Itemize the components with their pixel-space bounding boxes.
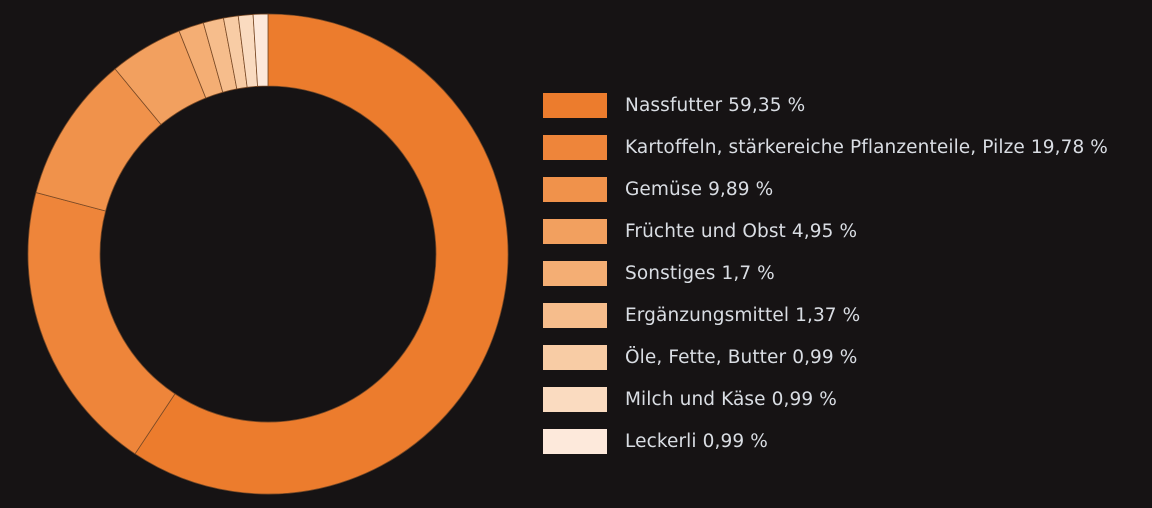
legend-swatch: [543, 344, 607, 370]
legend-label: Öle, Fette, Butter 0,99 %: [625, 346, 858, 368]
legend-swatch: [543, 218, 607, 244]
legend-item[interactable]: Ergänzungsmittel 1,37 %: [543, 294, 1108, 336]
legend-swatch: [543, 302, 607, 328]
legend-item[interactable]: Nassfutter 59,35 %: [543, 84, 1108, 126]
legend-item[interactable]: Gemüse 9,89 %: [543, 168, 1108, 210]
legend-label: Kartoffeln, stärkereiche Pflanzenteile, …: [625, 136, 1108, 158]
legend-item[interactable]: Öle, Fette, Butter 0,99 %: [543, 336, 1108, 378]
chart-legend: Nassfutter 59,35 % Kartoffeln, stärkereic…: [543, 84, 1108, 462]
legend-swatch: [543, 176, 607, 202]
legend-swatch: [543, 386, 607, 412]
slice-kartoffeln-stärkereiche-pflanzenteile-pilze[interactable]: [27, 192, 176, 455]
legend-item[interactable]: Sonstiges 1,7 %: [543, 252, 1108, 294]
legend-swatch: [543, 260, 607, 286]
legend-label: Nassfutter 59,35 %: [625, 94, 806, 116]
legend-label: Früchte und Obst 4,95 %: [625, 220, 858, 242]
legend-label: Ergänzungsmittel 1,37 %: [625, 304, 861, 326]
legend-swatch: [543, 92, 607, 118]
legend-item[interactable]: Früchte und Obst 4,95 %: [543, 210, 1108, 252]
legend-item[interactable]: Leckerli 0,99 %: [543, 420, 1108, 462]
slice-nassfutter[interactable]: [134, 13, 509, 495]
slice-leckerli[interactable]: [252, 13, 269, 87]
donut-chart: [27, 13, 509, 495]
legend-swatch: [543, 134, 607, 160]
legend-label: Sonstiges 1,7 %: [625, 262, 775, 284]
legend-item[interactable]: Milch und Käse 0,99 %: [543, 378, 1108, 420]
legend-label: Gemüse 9,89 %: [625, 178, 774, 200]
legend-label: Leckerli 0,99 %: [625, 430, 768, 452]
legend-item[interactable]: Kartoffeln, stärkereiche Pflanzenteile, …: [543, 126, 1108, 168]
legend-swatch: [543, 428, 607, 454]
legend-label: Milch und Käse 0,99 %: [625, 388, 837, 410]
